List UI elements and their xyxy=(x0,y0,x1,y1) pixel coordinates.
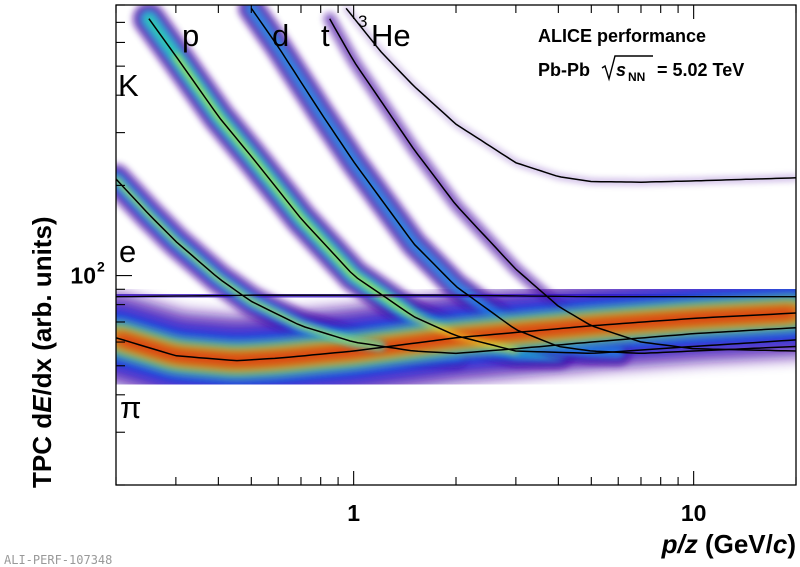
legend-line-1: ALICE performance xyxy=(538,26,706,46)
species-label-k: K xyxy=(118,68,139,103)
legend-line-2-prefix: Pb-Pb xyxy=(538,60,590,80)
y-tick-label: 10 xyxy=(70,263,96,289)
curve-K xyxy=(116,178,796,355)
curve-e xyxy=(116,294,796,298)
legend-sqrt-nn: NN xyxy=(628,70,645,84)
legend-line-2-suffix: = 5.02 TeV xyxy=(657,60,744,80)
species-label-3he-mass: 3 xyxy=(358,12,367,31)
species-label-e: e xyxy=(119,234,136,269)
species-label-3he: He xyxy=(371,18,411,53)
legend: ALICE performance Pb-Pb s NN = 5.02 TeV xyxy=(538,26,744,84)
bethe-bloch-curves xyxy=(116,7,796,362)
curve-d xyxy=(250,7,796,355)
x-axis-title-part-3: c xyxy=(773,529,788,559)
y-tick-label-exponent: 2 xyxy=(97,259,105,275)
watermark-id: ALI-PERF-107348 xyxy=(4,553,112,567)
y-axis-title-part-3: /dx (arb. units) xyxy=(27,216,57,395)
x-tick-label: 1 xyxy=(347,500,360,526)
species-label-t: t xyxy=(321,18,330,53)
x-axis-title-part-1: p/z xyxy=(661,529,698,559)
species-label-p: p xyxy=(182,18,199,53)
y-axis-title: TPC dE/dx (arb. units) xyxy=(27,216,57,488)
curve-π xyxy=(116,312,796,362)
curve-t xyxy=(329,18,796,352)
y-axis-title-part-1: TPC d xyxy=(27,413,57,488)
x-tick-label: 10 xyxy=(681,500,707,526)
species-label-d: d xyxy=(272,18,289,53)
curve-3He xyxy=(345,7,796,183)
curve-p xyxy=(148,18,796,355)
legend-sqrt-s: s xyxy=(616,60,626,80)
y-axis-title-part-2: E xyxy=(27,395,57,413)
x-axis-title: p/z (GeV/c) xyxy=(661,529,796,559)
species-label-pi: π xyxy=(120,390,141,425)
sqrt-sign xyxy=(601,55,653,82)
x-axis-title-part-4: ) xyxy=(787,529,796,559)
x-axis-title-part-2: (GeV/ xyxy=(698,529,773,559)
